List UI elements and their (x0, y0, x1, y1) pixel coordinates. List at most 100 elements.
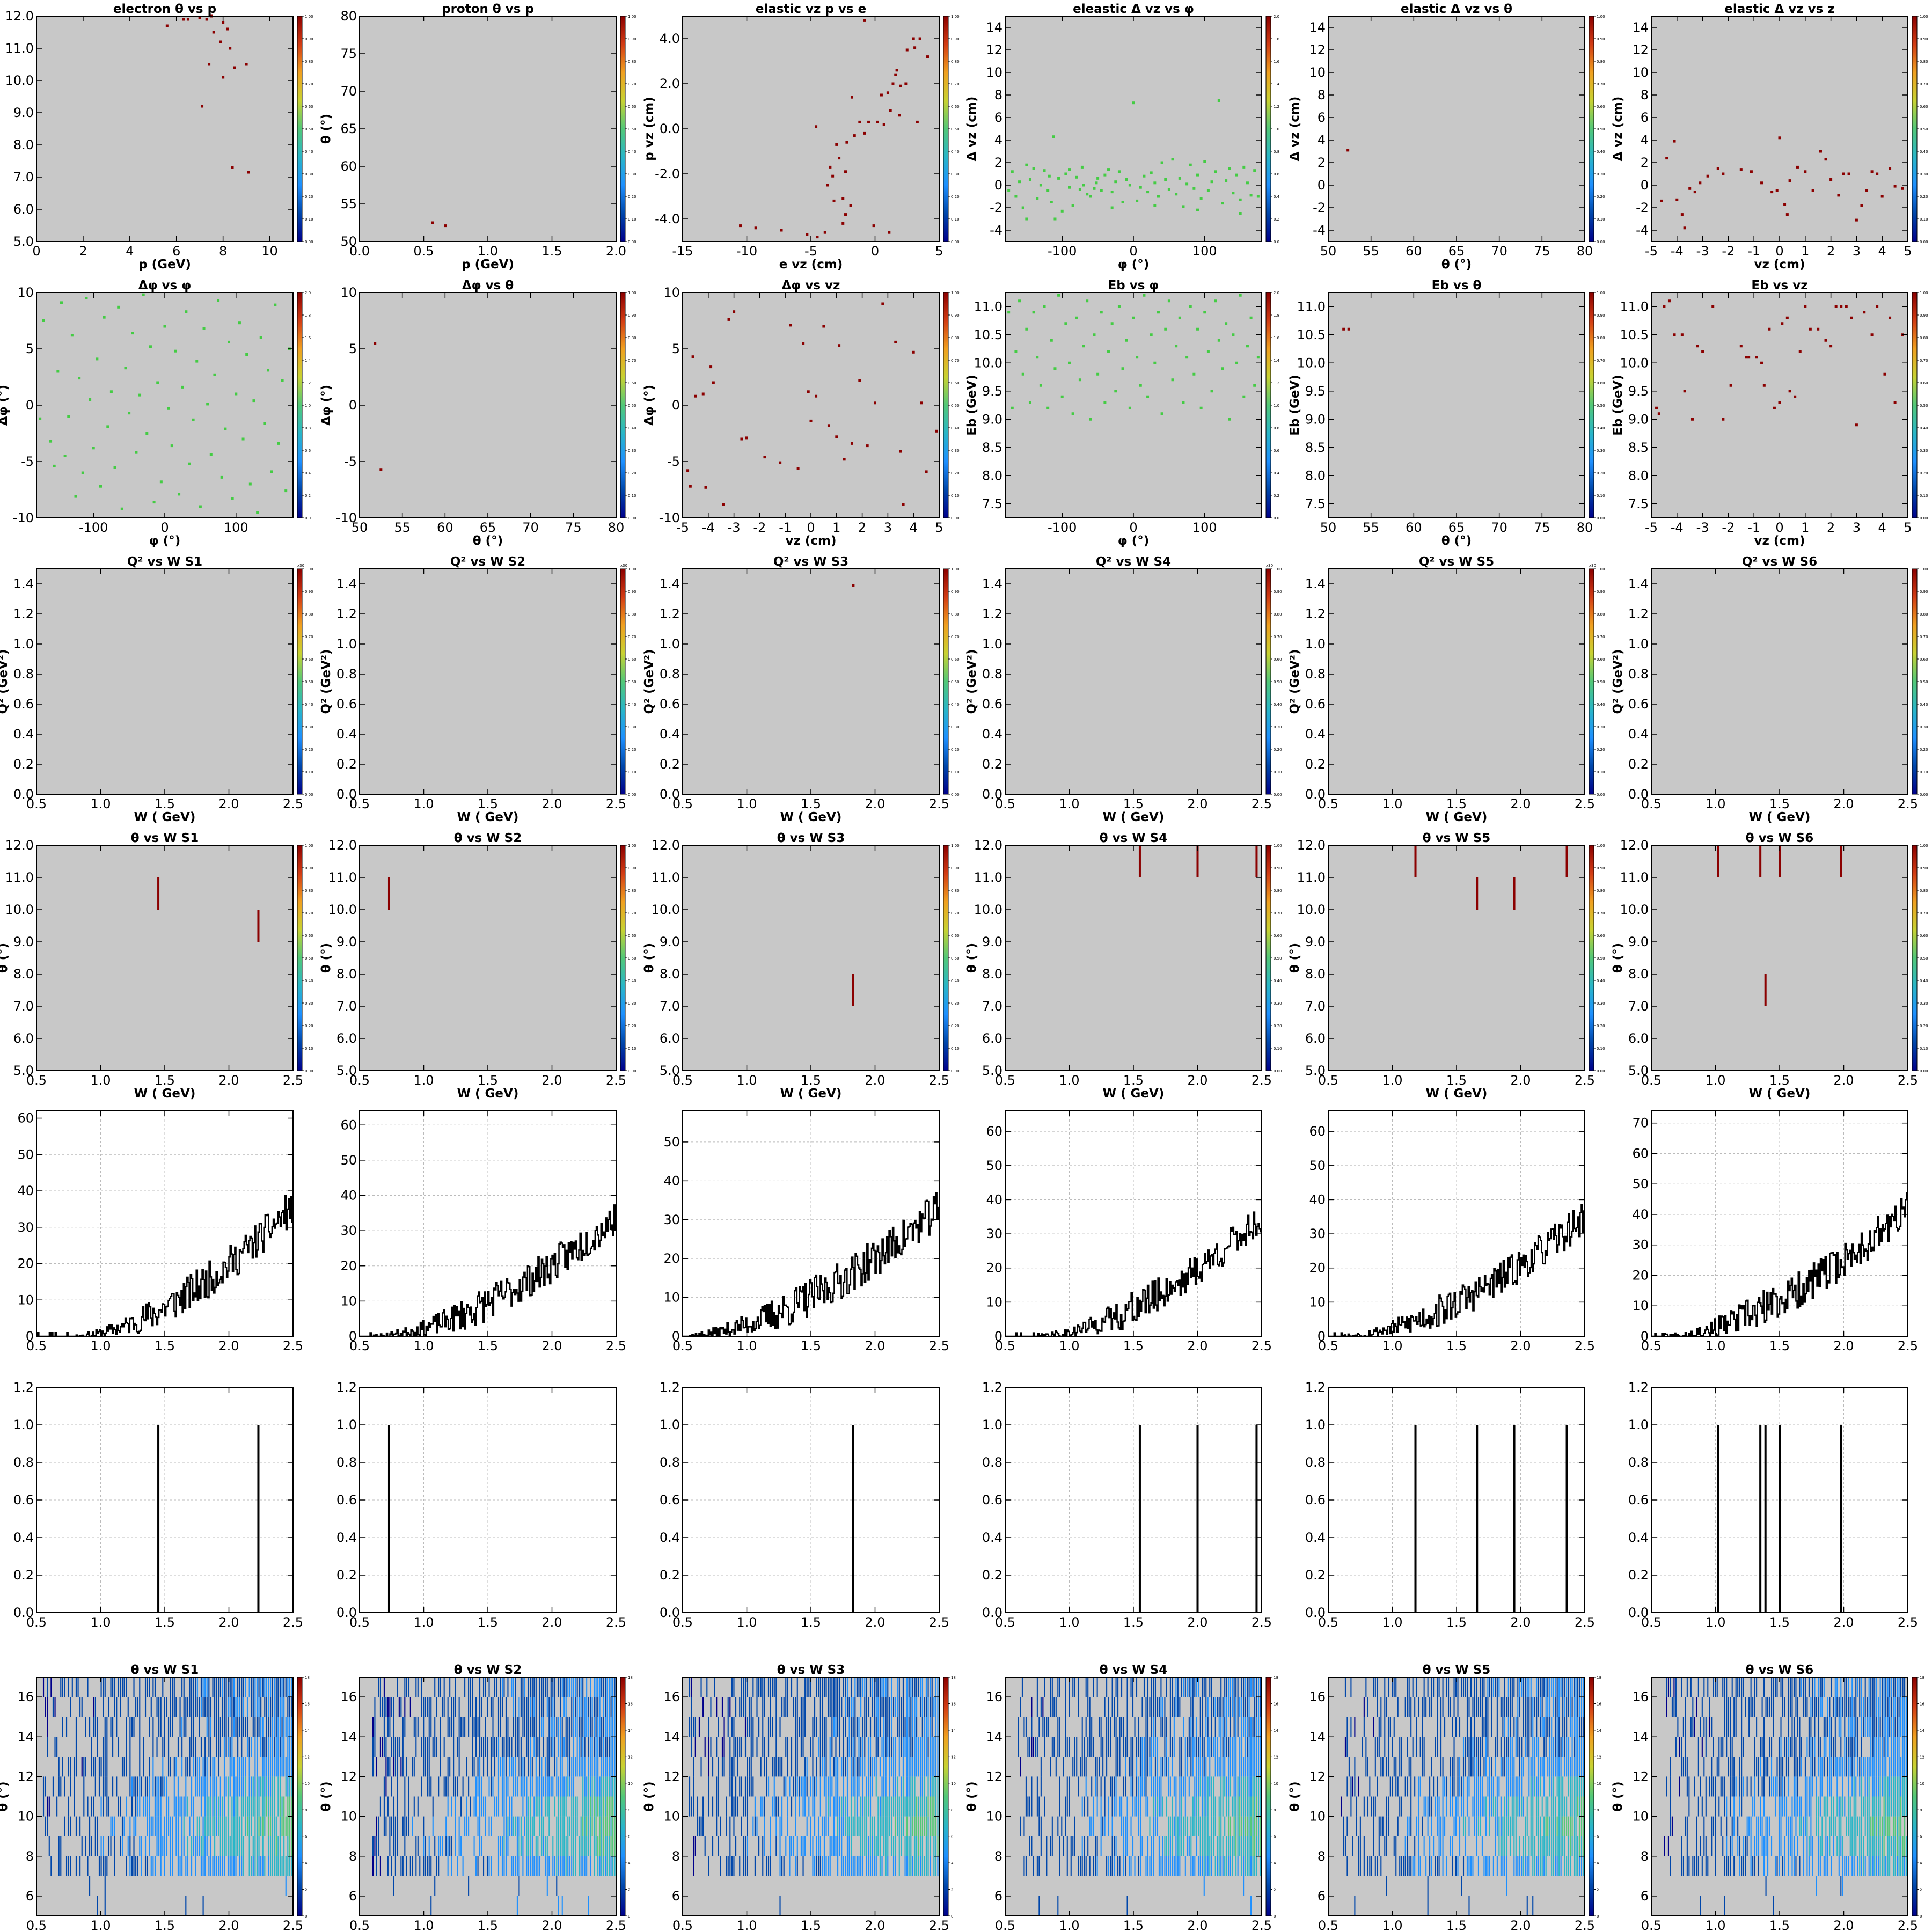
data-point (739, 224, 742, 228)
heatmap-cell (764, 1796, 765, 1817)
heatmap-cell (152, 1856, 154, 1876)
heatmap-cell (490, 1856, 492, 1876)
heatmap-cell (564, 1796, 565, 1817)
x-axis-label: W ( GeV) (134, 810, 196, 824)
heatmap-cell (185, 1697, 187, 1717)
colorbar-tick-label: 0.20 (305, 748, 313, 752)
heatmap-cell (455, 1836, 456, 1856)
heatmap-cell (164, 1836, 165, 1856)
colorbar-tick-label: 0.70 (1597, 911, 1605, 916)
heatmap-cell (603, 1776, 604, 1797)
heatmap-cell (195, 1856, 196, 1876)
heatmap-cell (511, 1816, 513, 1836)
chart-title: Q² vs W S1 (127, 555, 202, 569)
heatmap-cell (856, 1796, 858, 1817)
data-point (891, 82, 895, 85)
x-tick-label: 2.0 (541, 1615, 562, 1630)
heatmap-cell (567, 1717, 569, 1737)
data-point (1788, 390, 1791, 393)
heatmap-cell (223, 1677, 225, 1697)
heatmap-cell (274, 1796, 275, 1817)
y-tick-label: 0.0 (660, 787, 680, 802)
heatmap-cell (571, 1677, 573, 1697)
heatmap-cell (485, 1717, 486, 1737)
heatmap-cell (149, 1816, 150, 1836)
heatmap-cell (291, 1816, 292, 1836)
heatmap-cell (852, 1776, 854, 1797)
heatmap-cell (423, 1697, 425, 1717)
heatmap-cell (693, 1856, 694, 1876)
heatmap-cell (473, 1796, 475, 1817)
heatmap-cell (210, 1757, 211, 1777)
heatmap-cell (172, 1677, 173, 1697)
colorbar-tick-label: 0.60 (1597, 934, 1605, 938)
colorbar-tick-label: 1.00 (1274, 844, 1282, 848)
heatmap-cell (158, 1697, 160, 1717)
heatmap-cell (829, 1757, 831, 1777)
heatmap-cell (612, 1856, 614, 1876)
heatmap-cell (228, 1836, 229, 1856)
heatmap-cell (116, 1776, 118, 1797)
heatmap-cell (430, 1697, 432, 1717)
heatmap-cell (135, 1697, 137, 1717)
heatmap-cell (835, 1836, 837, 1856)
data-point (1032, 311, 1035, 314)
heatmap-cell (868, 1836, 869, 1856)
heatmap-cell (606, 1677, 608, 1697)
colorbar-tick-label: 0.90 (1920, 37, 1928, 41)
heatmap-cell (535, 1677, 537, 1697)
heatmap-cell (218, 1677, 219, 1697)
heatmap-cell (264, 1677, 266, 1697)
heatmap-cell (770, 1816, 771, 1836)
y-tick-label: 1.2 (982, 1380, 1002, 1395)
heatmap-cell (606, 1816, 608, 1836)
heatmap-cell (427, 1856, 428, 1876)
heatmap-cell (397, 1836, 398, 1856)
heatmap-cell (269, 1717, 272, 1737)
heatmap-cell (841, 1816, 843, 1836)
heatmap-cell (828, 1816, 829, 1836)
heatmap-cell (584, 1856, 586, 1876)
y-tick-label: 5 (672, 341, 680, 356)
heatmap-cell (595, 1737, 597, 1757)
heatmap-cell (716, 1697, 718, 1717)
colorbar-tick-label: 0.50 (1597, 956, 1605, 961)
heatmap-cell (126, 1737, 127, 1757)
heatmap-cell (447, 1776, 449, 1797)
heatmap-cell (851, 1757, 852, 1777)
heatmap-cell (193, 1697, 194, 1717)
heatmap-cell (455, 1697, 456, 1717)
heatmap-cell (164, 1697, 165, 1717)
data-point (1082, 184, 1085, 187)
colorbar-tick-label: 0.00 (1597, 793, 1605, 797)
colorbar-tick-label: 0.70 (951, 635, 960, 639)
y-tick-label: 0.8 (660, 667, 680, 682)
heatmap-cell (279, 1816, 281, 1836)
heatmap-cell (251, 1856, 252, 1876)
colorbar-tick-label: 0.80 (628, 612, 636, 617)
heatmap-cell (275, 1717, 277, 1737)
heatmap-cell (872, 1836, 873, 1856)
data-point (850, 96, 853, 99)
data-point (49, 440, 53, 443)
heatmap-cell (445, 1836, 447, 1856)
colorbar-exponent: x30 (1589, 564, 1596, 568)
heatmap-cell (694, 1717, 696, 1737)
y-tick-label: 40 (663, 1173, 680, 1188)
data-point (835, 435, 838, 438)
data-point (1785, 316, 1789, 319)
heatmap-cell (154, 1796, 156, 1817)
heatmap-cell (515, 1677, 516, 1697)
heatmap-cell (164, 1717, 165, 1737)
heatmap-cell (83, 1796, 85, 1817)
heatmap-cell (543, 1677, 544, 1697)
data-point (1136, 199, 1139, 202)
heatmap-cell (104, 1776, 106, 1797)
colorbar-tick-label: 0.10 (951, 494, 960, 498)
heatmap-cell (385, 1737, 387, 1757)
chart-panel-18: 0.5 1.0 1.5 2.0 2.50.00.20.40.60.81.01.21.4Q… (1611, 555, 1928, 824)
heatmap-cell (451, 1697, 452, 1717)
heatmap-cell (754, 1796, 756, 1817)
heatmap-cell (212, 1796, 214, 1817)
heatmap-cell (287, 1697, 289, 1717)
